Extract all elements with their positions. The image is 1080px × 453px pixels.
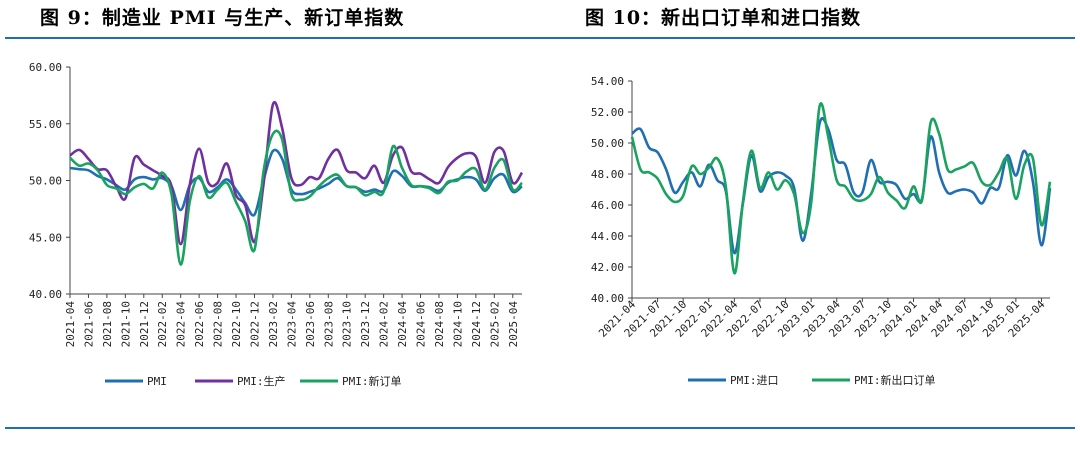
x-tick-label: 2021-10 xyxy=(119,301,132,347)
x-tick-label: 2021-08 xyxy=(101,301,114,347)
legend-label-imports: PMI:进口 xyxy=(730,374,779,387)
x-tick-label: 2024-06 xyxy=(415,301,428,347)
series-line-new-export-orders xyxy=(630,102,1052,275)
x-tick-label: 2023-08 xyxy=(322,301,335,347)
figure-9-title: 图 9：制造业 PMI 与生产、新订单指数 xyxy=(40,7,405,29)
y-tick-label: 40.00 xyxy=(29,288,62,301)
series-line-production xyxy=(69,101,524,246)
legend-label-new-export-orders: PMI:新出口订单 xyxy=(854,373,936,387)
chart-export-orders-imports: 40.00 42.00 44.00 46.00 48.00 50.00 52.00 54.00… xyxy=(591,75,1052,387)
x-tick-label: 2024-02 xyxy=(378,301,391,347)
y-tick-label: 45.00 xyxy=(29,231,62,244)
legend-label-production: PMI:生产 xyxy=(237,374,286,388)
x-tick-label: 2022-06 xyxy=(193,301,206,347)
x-tick-label: 2023-04 xyxy=(285,301,298,348)
y-tick-label: 46.00 xyxy=(591,199,624,212)
x-tick-label: 2022-08 xyxy=(212,301,225,347)
y-tick-label: 44.00 xyxy=(591,230,624,243)
x-tick-label: 2024-04 xyxy=(396,301,409,348)
x-tick-label: 2021-12 xyxy=(138,301,151,347)
y-tick-label: 52.00 xyxy=(591,106,624,119)
x-tick-label: 2021-04 xyxy=(64,301,77,348)
series-line-new-orders xyxy=(69,129,523,266)
x-tick-label: 2025-04 xyxy=(507,301,520,348)
x-tick-label: 2023-10 xyxy=(341,301,354,347)
x-tick-label: 2022-10 xyxy=(230,301,243,347)
x-tick-label: 2021-06 xyxy=(82,301,95,347)
y-tick-label: 60.00 xyxy=(29,61,62,74)
y-tick-label: 48.00 xyxy=(591,168,624,181)
x-tick-label: 2023-06 xyxy=(304,301,317,347)
legend-label-new-orders: PMI:新订单 xyxy=(342,374,402,388)
legend-label-pmi: PMI xyxy=(147,375,167,388)
series-line-imports xyxy=(631,117,1052,255)
x-tick-label: 2024-08 xyxy=(433,301,446,347)
x-tick-label: 2022-04 xyxy=(175,301,188,348)
x-tick-label: 2024-12 xyxy=(470,301,483,347)
y-tick-label: 50.00 xyxy=(591,137,624,150)
x-tick-label: 2024-10 xyxy=(451,301,464,347)
x-tick-label: 2022-02 xyxy=(156,301,169,347)
x-tick-label: 2022-12 xyxy=(248,301,261,347)
figure-10-title: 图 10：新出口订单和进口指数 xyxy=(585,7,862,29)
x-tick-label: 2023-02 xyxy=(267,301,280,347)
y-tick-label: 55.00 xyxy=(29,118,62,131)
bottom-divider xyxy=(5,427,1075,429)
y-tick-label: 40.00 xyxy=(591,292,624,305)
y-tick-label: 54.00 xyxy=(591,75,624,88)
chart-pmi-production-neworders: 40.00 45.00 50.00 55.00 60.00 2021-04 2021-06 2… xyxy=(29,61,524,388)
y-tick-label: 42.00 xyxy=(591,261,624,274)
y-tick-label: 50.00 xyxy=(29,175,62,188)
x-tick-label: 2025-02 xyxy=(488,301,501,347)
x-tick-label: 2023-12 xyxy=(359,301,372,347)
top-divider xyxy=(5,37,1075,39)
